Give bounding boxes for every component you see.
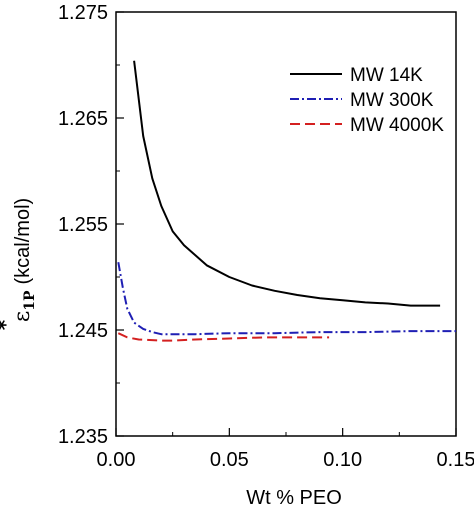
legend: MW 14K MW 300K MW 4000K	[290, 65, 444, 136]
legend-label-1: MW 14K	[350, 65, 423, 86]
y-axis-star: *	[0, 319, 17, 330]
y-axis-subscript: 1P	[22, 290, 38, 311]
series-line-2	[117, 262, 456, 336]
y-tick-label: 1.235	[58, 426, 108, 448]
series-layer	[117, 60, 456, 342]
series-line-3	[117, 332, 330, 342]
y-tick-label: 1.255	[58, 214, 108, 236]
y-axis-symbol: ε	[10, 311, 35, 322]
legend-label-2: MW 300K	[350, 90, 434, 111]
y-axis-title: ε1P (kcal/mol) *	[0, 198, 38, 330]
y-axis-unit: (kcal/mol)	[12, 198, 34, 285]
x-tick-label: 0.00	[97, 449, 136, 471]
x-tick-label: 0.05	[210, 449, 249, 471]
legend-label-3: MW 4000K	[350, 115, 444, 136]
y-tick-label: 1.265	[58, 108, 108, 130]
svg-text:ε1P(kcal/mol): ε1P (kcal/mol)	[10, 198, 38, 322]
x-tick-label: 0.15	[437, 449, 474, 471]
x-axis-ticks: 0.00 0.05 0.10 0.15	[97, 428, 474, 471]
x-tick-label: 0.10	[323, 449, 362, 471]
y-tick-label: 1.275	[58, 2, 108, 24]
series-line-1	[133, 60, 441, 307]
x-axis-title: Wt % PEO	[246, 487, 342, 509]
y-axis-ticks: 1.235 1.245 1.255 1.265 1.275	[58, 2, 124, 448]
y-tick-label: 1.245	[58, 320, 108, 342]
